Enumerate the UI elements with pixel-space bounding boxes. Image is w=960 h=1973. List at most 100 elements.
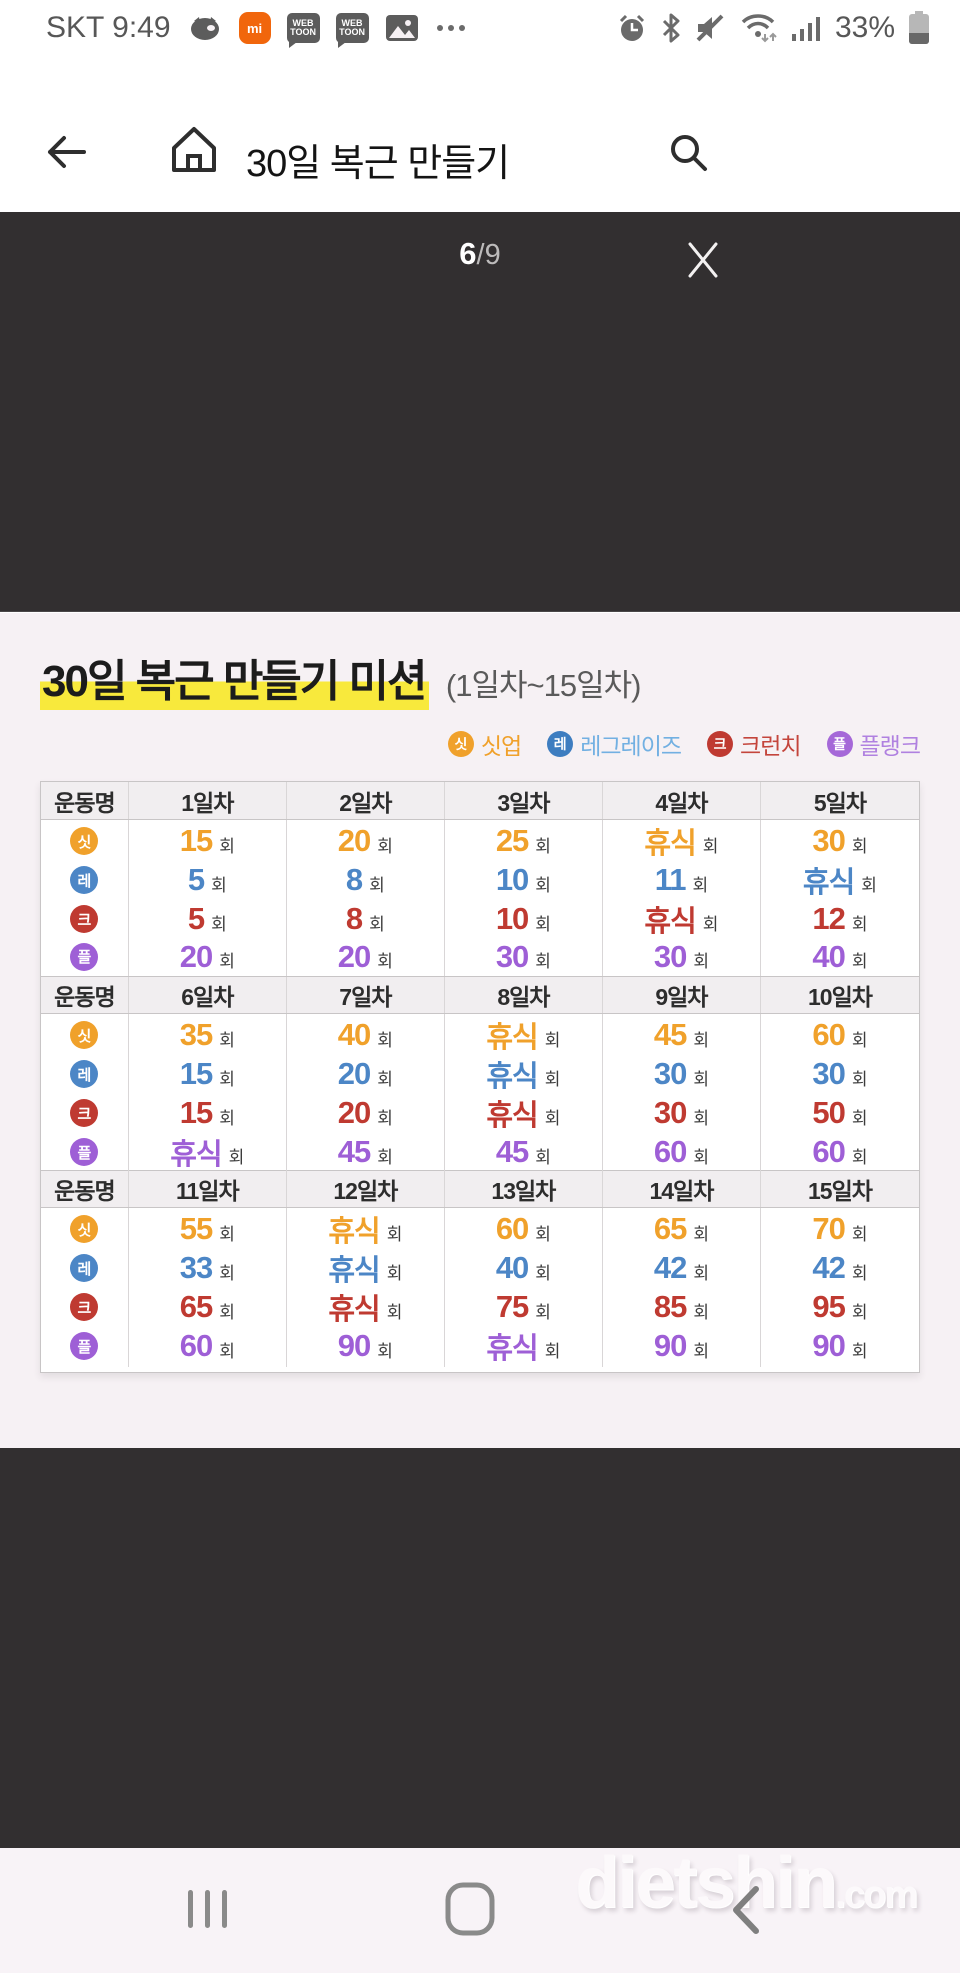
rep-cell: 12 회 bbox=[761, 898, 919, 940]
rep-unit: 회 bbox=[851, 1302, 868, 1322]
rep-value: 휴식 bbox=[486, 1061, 538, 1093]
webtoon-icon: WEB TOON bbox=[335, 13, 369, 48]
alarm-icon bbox=[616, 12, 648, 44]
page-current: 6 bbox=[459, 236, 477, 271]
rep-unit: 회 bbox=[535, 875, 551, 895]
exercise-circle-icon: 크 bbox=[70, 905, 99, 933]
rep-value: 12 bbox=[812, 901, 845, 936]
rep-cell: 30 회 bbox=[445, 937, 603, 976]
back-arrow-icon[interactable] bbox=[44, 134, 88, 175]
table-row: 레 15 회 20 회 휴식 회 30 회 30 회 bbox=[41, 1053, 919, 1095]
rep-value: 30 bbox=[653, 938, 687, 974]
rep-cell: 20 회 bbox=[287, 1092, 445, 1134]
rep-value: 60 bbox=[653, 1134, 687, 1169]
rep-value: 15 bbox=[179, 823, 213, 858]
rep-value: 20 bbox=[337, 823, 371, 858]
rep-cell: 45 회 bbox=[287, 1131, 445, 1173]
rep-value: 휴식 bbox=[644, 828, 696, 860]
webtoon-icon-text2: TOON bbox=[290, 27, 316, 37]
rep-cell: 휴식 회 bbox=[287, 1286, 445, 1328]
day-header: 3일차 bbox=[444, 782, 603, 819]
rep-cell: 30 회 bbox=[761, 820, 919, 862]
rep-cell: 70 회 bbox=[761, 1208, 919, 1250]
rep-cell: 30 회 bbox=[761, 1053, 919, 1095]
table-row: 레 5 회 8 회 10 회 11 회 휴식 회 bbox=[41, 859, 919, 901]
rep-cell: 휴식 회 bbox=[761, 859, 919, 901]
rep-value: 20 bbox=[337, 1095, 371, 1130]
rep-unit: 회 bbox=[544, 1108, 561, 1128]
pig-app-icon bbox=[187, 13, 223, 43]
table-row: 플 휴식 회 45 회 45 회 60 회 60 회 bbox=[41, 1131, 919, 1173]
rep-value: 휴식 bbox=[802, 867, 855, 899]
rep-unit: 회 bbox=[693, 952, 709, 971]
day-header: 11일차 bbox=[128, 1171, 287, 1207]
rep-unit: 회 bbox=[211, 875, 227, 895]
exercise-circle-icon: 크 bbox=[70, 1293, 99, 1321]
back-nav-icon[interactable] bbox=[728, 1884, 762, 1941]
rep-cell: 65 회 bbox=[129, 1286, 287, 1328]
table-row: 싯 55 회 휴식 회 60 회 65 회 70 회 bbox=[41, 1208, 919, 1250]
legend-item: 싯 싯업 bbox=[447, 727, 522, 761]
webtoon-icon: WEB TOON bbox=[286, 13, 320, 48]
rep-cell: 65 회 bbox=[603, 1208, 761, 1250]
rep-unit: 회 bbox=[861, 875, 877, 895]
rep-unit: 회 bbox=[544, 1341, 561, 1361]
table-header-row: 운동명 11일차 12일차 13일차 14일차 15일차 bbox=[41, 1170, 919, 1208]
rep-unit: 회 bbox=[377, 1069, 393, 1089]
legend-circle-icon: 레 bbox=[547, 731, 574, 757]
status-bar-right: 33% bbox=[616, 11, 930, 45]
home-nav-icon[interactable] bbox=[444, 1881, 496, 1942]
rep-unit: 회 bbox=[535, 914, 551, 934]
rep-unit: 회 bbox=[219, 1302, 235, 1322]
rep-cell: 35 회 bbox=[129, 1014, 287, 1056]
rep-value: 40 bbox=[495, 1250, 529, 1285]
rep-value: 20 bbox=[337, 938, 371, 974]
rep-value: 11 bbox=[654, 862, 687, 897]
day-header: 13일차 bbox=[444, 1171, 603, 1207]
recent-apps-icon[interactable] bbox=[186, 1886, 230, 1937]
table-row: 플 60 회 90 회 휴식 회 90 회 90 회 bbox=[41, 1325, 919, 1367]
rep-unit: 회 bbox=[535, 1302, 551, 1322]
rep-value: 25 bbox=[495, 823, 529, 858]
rep-unit: 회 bbox=[386, 1224, 403, 1244]
rep-value: 42 bbox=[653, 1250, 687, 1285]
rep-unit: 회 bbox=[693, 1263, 709, 1283]
rep-cell: 33 회 bbox=[129, 1247, 287, 1289]
rep-cell: 40 회 bbox=[761, 937, 919, 976]
rep-cell: 휴식 회 bbox=[287, 1247, 445, 1289]
rep-unit: 회 bbox=[851, 1030, 868, 1050]
exercise-cell: 싯 bbox=[41, 1014, 129, 1056]
rep-cell: 60 회 bbox=[603, 1131, 761, 1173]
rep-unit: 회 bbox=[693, 1030, 709, 1050]
webtoon-icon-text1: WEB bbox=[292, 18, 314, 28]
bluetooth-icon bbox=[661, 12, 681, 44]
mission-image-content: 30일 복근 만들기 미션 (1일차~15일차) 싯 싯업 레 레그레이즈 크 크런치 플 플… bbox=[0, 613, 960, 1448]
rep-value: 85 bbox=[653, 1289, 687, 1324]
search-icon[interactable] bbox=[666, 130, 710, 179]
table-row: 크 15 회 20 회 휴식 회 30 회 50 회 bbox=[41, 1092, 919, 1134]
rep-cell: 휴식 회 bbox=[603, 820, 761, 862]
rep-value: 20 bbox=[179, 938, 213, 974]
rep-unit: 회 bbox=[386, 1302, 403, 1322]
rep-unit: 회 bbox=[851, 1263, 868, 1283]
exercise-name-header: 운동명 bbox=[41, 1171, 129, 1207]
rep-value: 휴식 bbox=[644, 906, 696, 938]
table-row: 레 33 회 휴식 회 40 회 42 회 42 회 bbox=[41, 1247, 919, 1289]
close-icon[interactable] bbox=[682, 238, 724, 285]
home-icon[interactable] bbox=[168, 124, 220, 181]
exercise-cell: 크 bbox=[41, 1092, 129, 1134]
rep-value: 5 bbox=[187, 862, 205, 897]
exercise-circle-icon: 싯 bbox=[70, 1021, 99, 1049]
rep-cell: 15 회 bbox=[129, 1053, 287, 1095]
exercise-cell: 플 bbox=[41, 937, 129, 976]
rep-value: 15 bbox=[179, 1095, 213, 1130]
legend-circle-icon: 크 bbox=[707, 731, 734, 757]
legend-item: 플 플랭크 bbox=[826, 727, 921, 761]
exercise-name-header: 운동명 bbox=[41, 977, 129, 1013]
rep-value: 45 bbox=[337, 1134, 371, 1169]
rep-cell: 30 회 bbox=[603, 937, 761, 976]
rep-value: 33 bbox=[179, 1250, 213, 1285]
rep-value: 휴식 bbox=[328, 1294, 380, 1326]
